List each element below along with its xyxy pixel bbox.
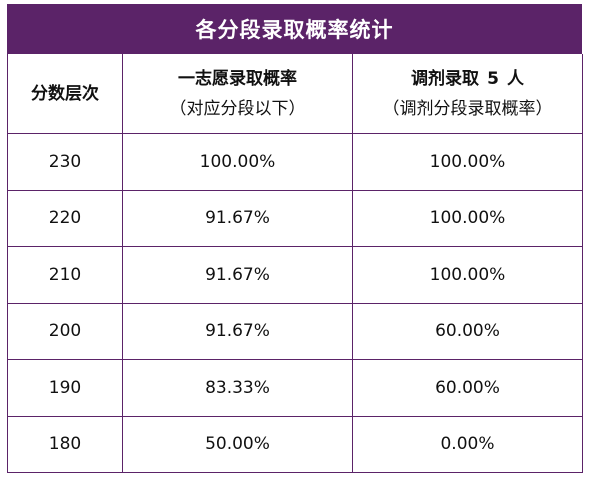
table-header: 分数层次 一志愿录取概率 （对应分段以下） 调剂录取 5 人 （调剂分段录取概率） xyxy=(7,54,583,134)
cell-adjust: 100.00% xyxy=(352,190,583,247)
table-row: 230 100.00% 100.00% xyxy=(7,133,583,191)
header-adjustment-line1: 调剂录取 5 人 xyxy=(353,64,582,94)
table-row: 200 91.67% 60.00% xyxy=(7,303,583,360)
cell-first-choice: 50.00% xyxy=(122,416,353,473)
cell-first-choice: 83.33% xyxy=(122,359,353,417)
header-adjustment-line2: （调剂分段录取概率） xyxy=(382,98,553,119)
cell-first-choice: 100.00% xyxy=(122,133,353,191)
cell-score: 210 xyxy=(7,246,123,304)
cell-adjust: 0.00% xyxy=(352,416,583,473)
cell-first-choice: 91.67% xyxy=(122,246,353,304)
header-row: 分数层次 一志愿录取概率 （对应分段以下） 调剂录取 5 人 （调剂分段录取概率） xyxy=(7,54,583,134)
header-first-choice-line2: （对应分段以下） xyxy=(169,98,306,119)
header-adjustment: 调剂录取 5 人 （调剂分段录取概率） xyxy=(352,54,583,134)
table-row: 180 50.00% 0.00% xyxy=(7,416,583,473)
table-title: 各分段录取概率统计 xyxy=(7,4,582,54)
header-adjustment-text-a: 调剂录取 xyxy=(411,68,479,89)
cell-adjust: 100.00% xyxy=(352,133,583,191)
table-row: 190 83.33% 60.00% xyxy=(7,359,583,417)
cell-first-choice: 91.67% xyxy=(122,190,353,247)
cell-score: 200 xyxy=(7,303,123,360)
table-row: 210 91.67% 100.00% xyxy=(7,246,583,304)
cell-adjust: 60.00% xyxy=(352,359,583,417)
cell-adjust: 100.00% xyxy=(352,246,583,304)
cell-score: 230 xyxy=(7,133,123,191)
cell-score: 190 xyxy=(7,359,123,417)
cell-adjust: 60.00% xyxy=(352,303,583,360)
cell-score: 220 xyxy=(7,190,123,247)
header-adjustment-count: 5 xyxy=(487,68,499,89)
probability-table: 分数层次 一志愿录取概率 （对应分段以下） 调剂录取 5 人 （调剂分段录取概率） … xyxy=(7,54,583,473)
cell-first-choice: 91.67% xyxy=(122,303,353,360)
header-adjustment-text-b: 人 xyxy=(507,68,524,89)
table-body: 230 100.00% 100.00% 220 91.67% 100.00% 2… xyxy=(7,133,583,473)
probability-table-container: 各分段录取概率统计 分数层次 一志愿录取概率 （对应分段以下） 调剂录取 5 人 （… xyxy=(7,4,583,473)
header-first-choice-line1: 一志愿录取概率 xyxy=(178,68,297,89)
cell-score: 180 xyxy=(7,416,123,473)
header-first-choice: 一志愿录取概率 （对应分段以下） xyxy=(122,54,353,134)
table-row: 220 91.67% 100.00% xyxy=(7,190,583,247)
header-score-level: 分数层次 xyxy=(7,54,123,134)
